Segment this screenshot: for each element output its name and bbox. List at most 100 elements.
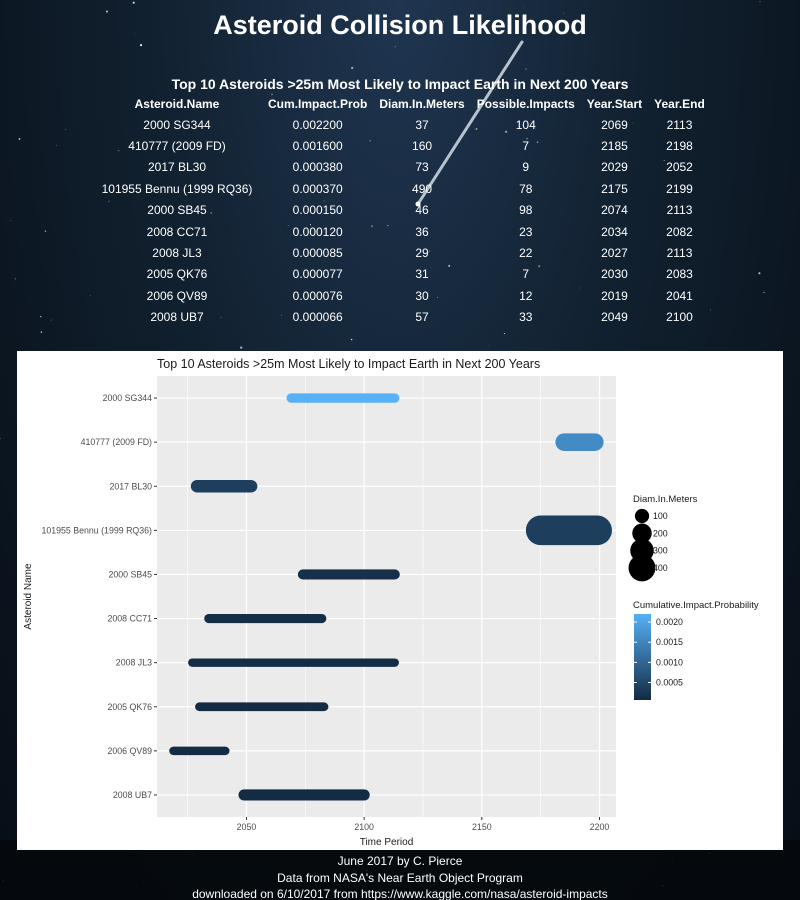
size-legend-label: 300	[653, 546, 668, 556]
size-legend-label: 200	[653, 528, 668, 538]
cell-year-end: 2083	[666, 267, 693, 282]
star	[428, 250, 431, 252]
star	[579, 287, 581, 289]
cell-diam: 490	[412, 181, 433, 196]
cell-year-start: 2175	[601, 181, 628, 196]
y-tick-label: 2008 CC71	[107, 614, 152, 624]
x-tick-label: 2150	[472, 822, 492, 832]
size-legend-title: Diam.In.Meters	[633, 494, 698, 505]
x-axis-title: Time Period	[360, 837, 414, 848]
table-row: 2000 SB45 0.000150 46 98 2074 2113	[92, 200, 711, 221]
star	[631, 122, 633, 124]
star	[271, 93, 273, 96]
color-legend-bar	[634, 614, 651, 700]
cell-diam: 160	[412, 139, 433, 154]
cell-name: 2008 UB7	[150, 310, 204, 325]
cell-diam: 37	[415, 117, 429, 132]
cell-impacts: 22	[519, 246, 533, 261]
y-tick-label: 2005 QK76	[107, 702, 152, 712]
cell-name: 410777 (2009 FD)	[128, 139, 226, 154]
cell-year-start: 2034	[601, 224, 628, 239]
cell-diam: 36	[415, 224, 429, 239]
column-header: Cum.Impact.Prob	[268, 97, 368, 111]
cell-name: 2008 JL3	[152, 246, 202, 261]
cell-diam: 46	[415, 203, 429, 218]
cell-diam: 30	[415, 288, 429, 303]
star	[0, 437, 1, 440]
cell-name: 2000 SG344	[143, 117, 211, 132]
column-header: Year.Start	[586, 97, 643, 111]
cell-year-end: 2113	[666, 117, 693, 132]
cell-year-start: 2027	[601, 246, 628, 261]
star	[369, 140, 371, 142]
y-tick-label: 2008 UB7	[113, 790, 152, 800]
cell-diam: 29	[415, 246, 429, 261]
cell-prob: 0.000380	[292, 160, 343, 175]
star	[526, 137, 529, 140]
credit-line: Data from NASA's Near Earth Object Progr…	[277, 870, 523, 885]
y-tick-label: 101955 Bennu (1999 RQ36)	[41, 525, 152, 535]
column-header: Possible.Impacts	[476, 97, 575, 111]
star	[538, 265, 541, 268]
cell-prob: 0.000370	[292, 181, 343, 196]
star	[663, 159, 665, 162]
cell-prob: 0.000120	[292, 224, 343, 239]
cell-year-end: 2082	[666, 224, 693, 239]
size-legend-label: 400	[653, 563, 668, 573]
table-row: 2006 QV89 0.000076 30 12 2019 2041	[92, 285, 711, 306]
star	[563, 12, 565, 14]
credit-line: downloaded on 6/10/2017 from https://www…	[192, 887, 608, 900]
star	[309, 224, 312, 226]
cell-impacts: 98	[519, 203, 533, 218]
star	[536, 141, 539, 143]
asteroid-table-section: Top 10 Asteroids >25m Most Likely to Imp…	[0, 76, 800, 324]
page-title: Asteroid Collision Likelihood	[213, 10, 587, 40]
star	[323, 200, 325, 202]
star	[303, 80, 305, 83]
cell-year-start: 2049	[601, 310, 628, 325]
cell-year-start: 2030	[601, 267, 628, 282]
cell-name: 2005 QK76	[146, 267, 208, 282]
cell-name: 2000 SB45	[147, 203, 207, 218]
y-tick-label: 2006 QV89	[107, 746, 152, 756]
star	[710, 309, 712, 311]
cell-year-end: 2113	[666, 203, 693, 218]
asteroid-table: Asteroid.Name Cum.Impact.Prob Diam.In.Me…	[92, 94, 711, 328]
star	[40, 331, 43, 333]
star	[523, 6, 524, 8]
meteor-streak	[416, 40, 524, 206]
credit-line: June 2017 by C. Pierce	[337, 854, 463, 868]
star	[108, 200, 110, 203]
star	[40, 315, 42, 318]
size-legend-key	[628, 554, 656, 582]
x-tick-label: 2100	[354, 822, 374, 832]
star	[475, 128, 478, 130]
star	[487, 345, 489, 347]
cell-year-end: 2198	[666, 139, 693, 154]
credits: June 2017 by C. Pierce Data from NASA's …	[0, 853, 800, 900]
cell-year-start: 2185	[601, 139, 628, 154]
horizon	[0, 840, 800, 900]
star	[525, 68, 527, 70]
size-legend-key	[634, 508, 650, 524]
y-tick-label: 2017 BL30	[109, 481, 152, 491]
cell-prob: 0.001600	[292, 139, 343, 154]
cell-prob: 0.002200	[292, 117, 343, 132]
cell-year-start: 2019	[601, 288, 628, 303]
star	[132, 1, 135, 4]
cell-name: 2006 QV89	[146, 288, 208, 303]
table-header-row: Asteroid.Name Cum.Impact.Prob Diam.In.Me…	[92, 94, 711, 114]
plot-panel	[157, 376, 616, 817]
y-axis-title: Asteroid Name	[23, 563, 34, 630]
asteroid-timeline-chart: Top 10 Asteroids >25m Most Likely to Imp…	[23, 357, 759, 848]
size-legend-label: 100	[653, 511, 668, 521]
cell-impacts: 23	[519, 224, 533, 239]
cell-impacts: 78	[519, 181, 533, 196]
table-row: 2000 SG344 0.002200 37 104 2069 2113	[92, 114, 711, 135]
star	[64, 129, 66, 130]
star	[264, 24, 265, 26]
cell-year-end: 2199	[666, 181, 693, 196]
table-row: 101955 Bennu (1999 RQ36) 0.000370 490 78 217…	[92, 178, 711, 199]
star	[763, 291, 765, 294]
